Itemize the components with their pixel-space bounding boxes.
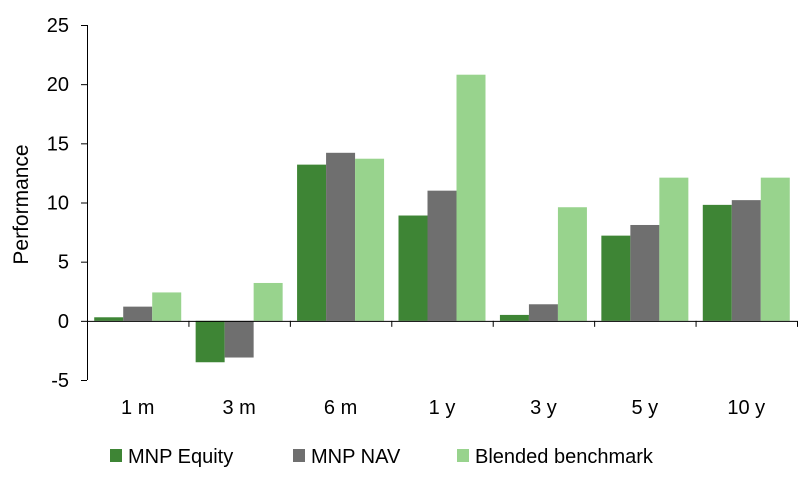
legend-label: Blended benchmark (475, 446, 654, 468)
x-tick-label: 6 m (324, 397, 357, 419)
bar-mnp-equity-6m (297, 164, 327, 321)
y-tick-label: 0 (58, 311, 69, 333)
y-tick-label: 25 (47, 15, 69, 37)
legend-label: MNP Equity (128, 446, 233, 468)
bar-mnp-nav-1y (427, 190, 457, 321)
plot-area (94, 74, 790, 363)
bar-blended-benchmark-6m (355, 158, 385, 321)
x-tick-label: 5 y (632, 397, 659, 419)
bar-mnp-nav-5y (630, 224, 660, 321)
bar-mnp-nav-1m (123, 306, 153, 321)
bar-mnp-nav-10y (731, 200, 761, 321)
bar-mnp-nav-3m (224, 320, 254, 358)
bar-blended-benchmark-3m (253, 282, 283, 321)
bar-mnp-equity-10y (702, 204, 732, 321)
x-axis-ticks: 1 m 3 m 6 m 1 y 3 y 5 y 10 y (87, 320, 798, 419)
y-axis-title: Performance (10, 144, 33, 264)
x-tick-label: 3 y (530, 397, 557, 419)
bar-mnp-equity-1y (398, 215, 428, 321)
y-tick-label: 15 (47, 133, 69, 155)
bar-mnp-equity-3y (499, 314, 529, 321)
bar-blended-benchmark-3y (557, 207, 587, 321)
legend-label: MNP NAV (311, 446, 401, 468)
y-tick-label: 20 (47, 74, 69, 96)
bar-mnp-equity-3m (195, 320, 225, 363)
bar-blended-benchmark-5y (659, 177, 689, 321)
bar-blended-benchmark-1m (152, 292, 182, 321)
bar-mnp-equity-5y (601, 235, 631, 321)
x-tick-label: 10 y (727, 397, 765, 419)
bar-mnp-nav-3y (528, 304, 558, 321)
y-tick-label: 5 (58, 252, 69, 274)
bar-blended-benchmark-1y (456, 74, 486, 321)
legend-swatch-mnp-nav (293, 449, 305, 462)
bar-blended-benchmark-10y (760, 177, 790, 321)
y-tick-label: 10 (47, 193, 69, 215)
bar-mnp-equity-1m (94, 317, 124, 321)
y-axis-ticks: -5 0 5 10 15 20 25 (47, 15, 87, 392)
legend-swatch-blended-benchmark (457, 449, 469, 462)
bar-mnp-nav-6m (326, 152, 356, 321)
x-tick-label: 3 m (222, 397, 255, 419)
legend-swatch-mnp-equity (110, 449, 122, 462)
x-tick-label: 1 m (121, 397, 154, 419)
legend: MNP Equity MNP NAV Blended benchmark (110, 446, 654, 468)
y-tick-label: -5 (51, 370, 69, 392)
x-tick-label: 1 y (429, 397, 456, 419)
